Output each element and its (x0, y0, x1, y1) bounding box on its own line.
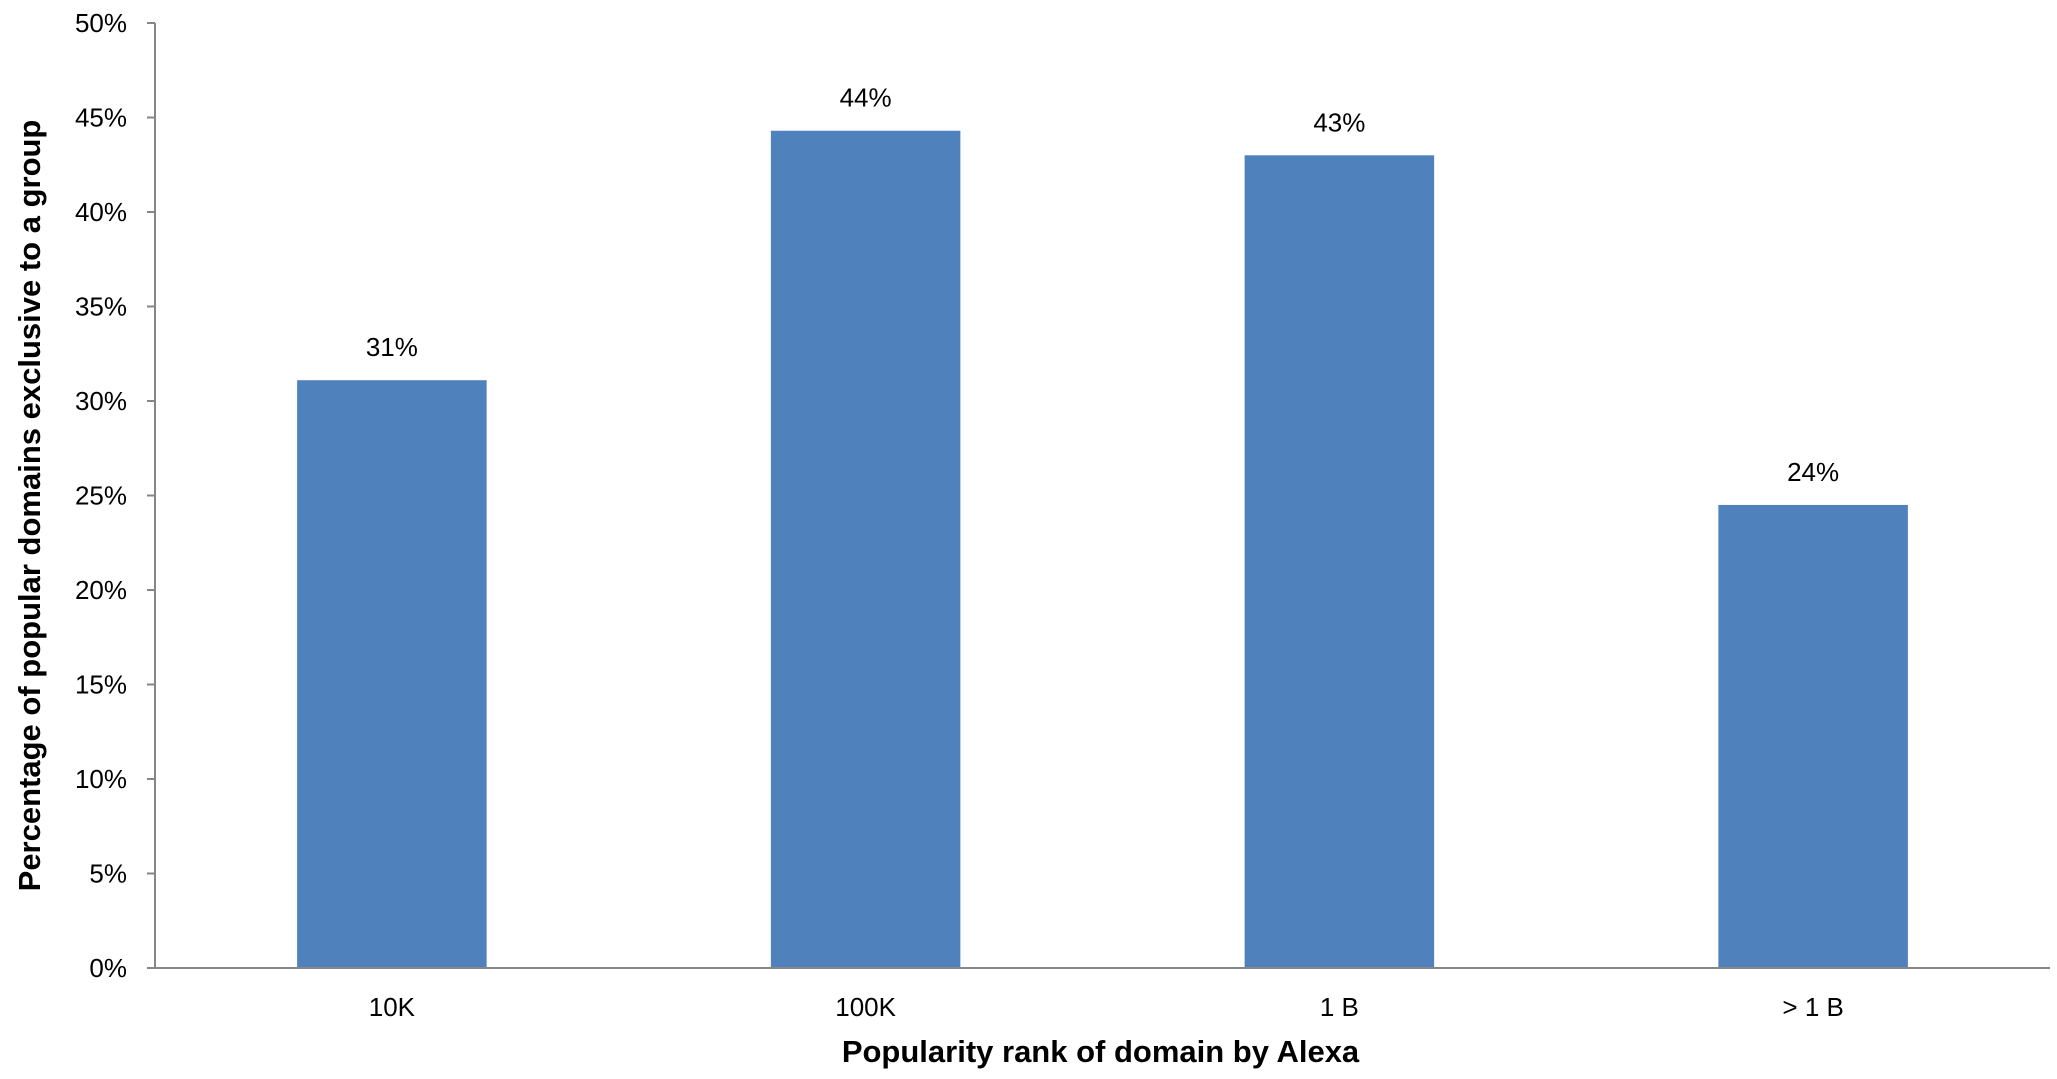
x-axis-title: Popularity rank of domain by Alexa (842, 1034, 1360, 1069)
bar-data-label: 31% (366, 332, 418, 362)
y-tick-label: 15% (75, 670, 127, 700)
y-axis-title: Percentage of popular domains exclusive … (12, 120, 47, 892)
bar (1244, 155, 1435, 969)
bar (297, 380, 487, 969)
x-tick-labels-layer: 10K 100K 1 B > 1 B (369, 992, 1844, 1022)
x-tick-label: 10K (369, 992, 416, 1022)
bars-layer (297, 130, 1908, 969)
bar-data-label: 24% (1787, 457, 1839, 487)
bar (770, 130, 961, 969)
y-tick-label: 20% (75, 575, 127, 605)
y-tick-label: 35% (75, 292, 127, 322)
x-tick-label: 1 B (1320, 992, 1359, 1022)
y-tick-label: 45% (75, 103, 127, 133)
x-tick-label: > 1 B (1782, 992, 1843, 1022)
y-tick-label: 0% (89, 953, 127, 983)
y-tick-label: 10% (75, 764, 127, 794)
x-tick-label: 100K (835, 992, 896, 1022)
bar-data-label: 43% (1313, 107, 1365, 137)
data-labels-layer: 31% 44% 43% 24% (366, 83, 1839, 487)
y-tick-labels-layer: 0% 5% 10% 15% 20% 25% 30% 35% 40% 45% 50% (75, 8, 155, 983)
bar-data-label: 44% (840, 83, 892, 113)
y-tick-label: 40% (75, 197, 127, 227)
y-tick-label: 30% (75, 386, 127, 416)
bar (1718, 504, 1908, 968)
y-tick-label: 5% (89, 859, 127, 889)
y-tick-label: 50% (75, 8, 127, 38)
y-tick-label: 25% (75, 481, 127, 511)
